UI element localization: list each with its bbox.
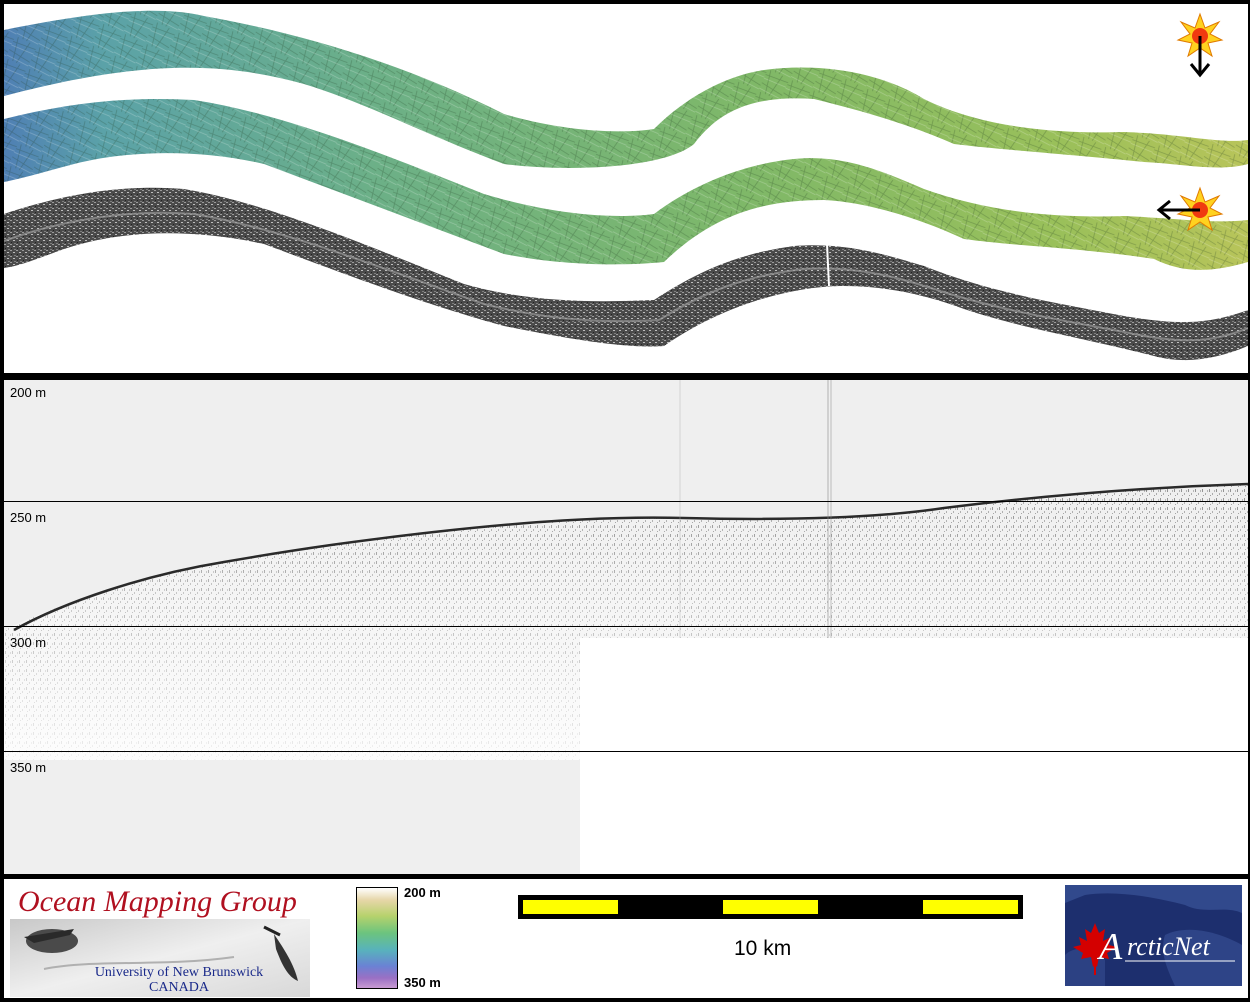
arcticnet-logo: A rcticNet (1065, 885, 1242, 986)
depth-colorbar (356, 887, 398, 989)
logo-university: University of New Brunswick (94, 965, 264, 980)
maple-leaf-icon (1073, 923, 1117, 975)
subbottom-profile-svg (4, 380, 1248, 874)
subbottom-reflections (4, 484, 1248, 760)
svg-text:A: A (1096, 926, 1123, 968)
depth-gridline-250 (4, 501, 1248, 502)
logo-title: Ocean Mapping Group (18, 885, 297, 918)
swath-map-svg (4, 10, 1248, 361)
scale-bar-segment (923, 900, 1018, 914)
subbottom-profile-panel: 200 m 250 m 300 m 350 m (4, 380, 1248, 874)
logo-country: CANADA (149, 980, 209, 995)
depth-label-200: 200 m (10, 385, 47, 400)
swath-backscatter (4, 187, 1248, 361)
legend-footer: Ocean Mapping Group University of New Br… (4, 879, 1248, 998)
depth-gridline-300 (4, 626, 1248, 627)
scale-bar (518, 895, 1023, 919)
svg-text:rcticNet: rcticNet (1127, 932, 1211, 961)
swath-shaded-relief-1 (4, 10, 1248, 168)
depth-label-350: 350 m (10, 760, 47, 775)
depth-label-250: 250 m (10, 510, 47, 525)
arcticnet-map-graphic: A rcticNet (1065, 885, 1242, 986)
scale-bar-segment (723, 900, 818, 914)
colorbar-bottom-label: 350 m (404, 975, 441, 990)
swath-shaded-relief-2 (4, 98, 1248, 270)
depth-gridline-350 (4, 751, 1248, 752)
scale-bar-segment (523, 900, 618, 914)
scale-bar-label: 10 km (734, 937, 792, 960)
logo-seafloor-image (10, 919, 310, 997)
swath-map-panel (4, 4, 1248, 373)
arrow-down-icon (1189, 36, 1211, 78)
ocean-mapping-group-logo: Ocean Mapping Group University of New Br… (4, 879, 314, 998)
arrow-left-icon (1156, 199, 1200, 221)
depth-label-300: 300 m (10, 635, 47, 650)
colorbar-top-label: 200 m (404, 885, 441, 900)
